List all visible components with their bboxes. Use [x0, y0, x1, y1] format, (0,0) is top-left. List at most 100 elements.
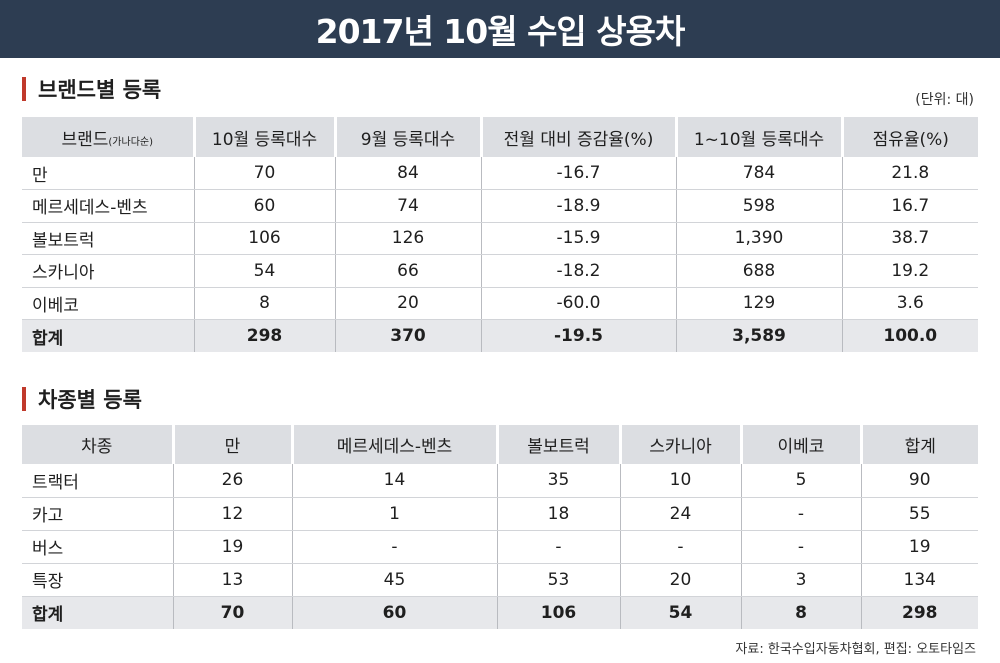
table-cell: 55 [860, 497, 978, 531]
table-cell: 54 [619, 596, 741, 629]
table-cell: -16.7 [480, 157, 676, 190]
unit-label: (단위: 대) [915, 92, 974, 108]
table-row: 트랙터 26 14 35 10 5 90 [22, 464, 978, 498]
page-title: 2017년 10월 수입 상용차 [0, 0, 1000, 58]
section-heading-type: 차종별 등록 [22, 384, 142, 414]
table-cell: 106 [496, 596, 620, 629]
table-cell: 70 [193, 157, 335, 190]
table-cell: 370 [334, 319, 481, 352]
table-total-row: 합계 298 370 -19.5 3,589 100.0 [22, 319, 978, 352]
table-cell: 35 [496, 464, 620, 498]
table-cell: - [740, 530, 861, 564]
column-header-brand: 브랜드(가나다순) [22, 117, 194, 157]
table-cell: 버스 [22, 530, 173, 564]
table-row: 특장 13 45 53 20 3 134 [22, 563, 978, 597]
table-cell: 8 [193, 287, 335, 320]
table-cell: 66 [334, 254, 481, 288]
column-header-sep: 9월 등록대수 [333, 117, 481, 157]
table-cell: 14 [291, 464, 497, 498]
section-heading-brand: 브랜드별 등록 [22, 74, 161, 104]
table-cell: 60 [291, 596, 497, 629]
table-cell: - [619, 530, 741, 564]
table-row: 볼보트럭 106 126 -15.9 1,390 38.7 [22, 222, 978, 255]
table-cell: 106 [193, 222, 335, 255]
table-cell: 70 [172, 596, 292, 629]
table-cell: 38.7 [841, 222, 978, 255]
vehicle-type-table: 차종 만 메르세데스-벤츠 볼보트럭 스카니아 이베코 합계 트랙터 26 14… [22, 425, 978, 629]
table-cell: 메르세데스-벤츠 [22, 189, 194, 223]
table-row: 이베코 8 20 -60.0 129 3.6 [22, 287, 978, 320]
table-cell: 19 [860, 530, 978, 564]
table-cell: 74 [334, 189, 481, 223]
table-cell: 20 [619, 563, 741, 597]
table-cell: 트랙터 [22, 464, 173, 498]
column-header: 메르세데스-벤츠 [290, 425, 497, 464]
section-accent-bar [22, 77, 26, 101]
table-header-row: 차종 만 메르세데스-벤츠 볼보트럭 스카니아 이베코 합계 [22, 425, 978, 464]
table-cell: 합계 [22, 596, 173, 629]
column-header-mom: 전월 대비 증감율(%) [479, 117, 676, 157]
column-header: 합계 [859, 425, 978, 464]
table-cell: 만 [22, 157, 194, 190]
table-cell: 12 [172, 497, 292, 531]
column-header: 만 [171, 425, 292, 464]
table-header-row: 브랜드(가나다순) 10월 등록대수 9월 등록대수 전월 대비 증감율(%) … [22, 117, 978, 157]
table-cell: 298 [193, 319, 335, 352]
column-header-share: 점유율(%) [840, 117, 978, 157]
table-row: 카고 12 1 18 24 - 55 [22, 497, 978, 531]
table-cell: - [496, 530, 620, 564]
table-cell: 16.7 [841, 189, 978, 223]
table-total-row: 합계 70 60 106 54 8 298 [22, 596, 978, 629]
table-cell: 298 [860, 596, 978, 629]
table-row: 만 70 84 -16.7 784 21.8 [22, 157, 978, 190]
table-cell: 19 [172, 530, 292, 564]
table-row: 스카니아 54 66 -18.2 688 19.2 [22, 254, 978, 288]
table-cell: 84 [334, 157, 481, 190]
table-cell: 특장 [22, 563, 173, 597]
table-cell: 688 [675, 254, 842, 288]
column-header: 이베코 [739, 425, 861, 464]
column-header: 차종 [22, 425, 173, 464]
table-cell: 54 [193, 254, 335, 288]
brand-registration-table: 브랜드(가나다순) 10월 등록대수 9월 등록대수 전월 대비 증감율(%) … [22, 117, 978, 352]
table-cell: 60 [193, 189, 335, 223]
section-heading-text: 차종별 등록 [38, 388, 142, 412]
table-cell: 카고 [22, 497, 173, 531]
table-cell: 이베코 [22, 287, 194, 320]
section-accent-bar [22, 387, 26, 411]
table-cell: 21.8 [841, 157, 978, 190]
table-cell: 100.0 [841, 319, 978, 352]
table-cell: -15.9 [480, 222, 676, 255]
source-note: 자료: 한국수입자동차협회, 편집: 오토타임즈 [735, 642, 976, 657]
table-cell: 볼보트럭 [22, 222, 194, 255]
table-cell: 1,390 [675, 222, 842, 255]
table-cell: 45 [291, 563, 497, 597]
table-cell: 129 [675, 287, 842, 320]
table-cell: 3,589 [675, 319, 842, 352]
table-cell: -19.5 [480, 319, 676, 352]
table-cell: 8 [740, 596, 861, 629]
section-heading-text: 브랜드별 등록 [38, 78, 162, 102]
table-cell: 10 [619, 464, 741, 498]
table-cell: 26 [172, 464, 292, 498]
table-cell: 134 [860, 563, 978, 597]
table-cell: 3.6 [841, 287, 978, 320]
table-cell: 126 [334, 222, 481, 255]
table-row: 메르세데스-벤츠 60 74 -18.9 598 16.7 [22, 189, 978, 223]
table-cell: -60.0 [480, 287, 676, 320]
table-cell: 1 [291, 497, 497, 531]
column-header-oct: 10월 등록대수 [192, 117, 335, 157]
table-cell: 20 [334, 287, 481, 320]
table-cell: 합계 [22, 319, 194, 352]
table-cell: 스카니아 [22, 254, 194, 288]
table-row: 버스 19 - - - - 19 [22, 530, 978, 564]
table-cell: 5 [740, 464, 861, 498]
table-cell: 3 [740, 563, 861, 597]
table-cell: 53 [496, 563, 620, 597]
table-cell: - [291, 530, 497, 564]
column-header-ytd: 1~10월 등록대수 [674, 117, 842, 157]
table-cell: 90 [860, 464, 978, 498]
table-cell: 19.2 [841, 254, 978, 288]
table-cell: - [740, 497, 861, 531]
table-cell: 18 [496, 497, 620, 531]
